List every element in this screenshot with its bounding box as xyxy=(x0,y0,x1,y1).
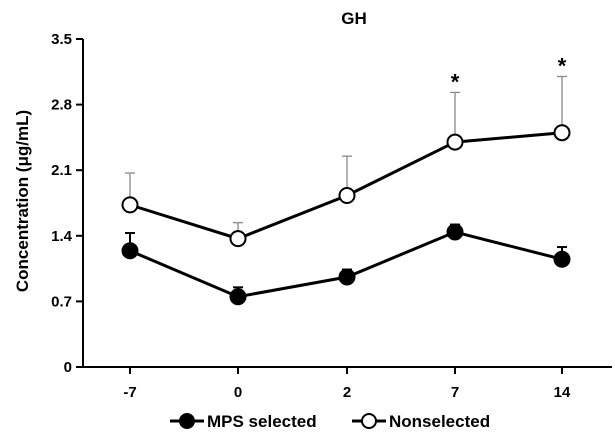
data-point-open xyxy=(446,133,464,151)
legend: MPS selected Nonselected xyxy=(170,412,490,431)
series-line xyxy=(129,230,563,299)
data-point-filled xyxy=(338,268,356,286)
series-layer xyxy=(121,75,571,306)
chart-title: GH xyxy=(341,9,367,28)
legend-label: MPS selected xyxy=(207,412,317,431)
significance-marker: * xyxy=(451,69,460,94)
data-point-filled xyxy=(553,250,571,268)
x-tick-label: 14 xyxy=(554,384,571,401)
y-axis-label: Concentration (μg/mL) xyxy=(13,110,32,292)
series-nonselected xyxy=(121,75,571,248)
data-point-open xyxy=(229,230,247,248)
annotation-layer: ** xyxy=(451,53,567,94)
data-point-open xyxy=(121,196,139,214)
legend-item-mps-selected: MPS selected xyxy=(170,412,317,431)
data-point-filled xyxy=(446,223,464,241)
data-point-filled xyxy=(121,242,139,260)
x-tick-label: -7 xyxy=(123,384,136,401)
y-tick-label: 2.8 xyxy=(51,97,72,114)
y-tick-label: 0.7 xyxy=(51,293,72,310)
x-tick-label: 2 xyxy=(343,384,351,401)
x-tick-label: 7 xyxy=(451,384,459,401)
legend-marker-open xyxy=(361,413,377,429)
data-point-filled xyxy=(229,288,247,306)
legend-marker-filled xyxy=(179,413,195,429)
series-line xyxy=(129,131,563,241)
data-point-open xyxy=(338,187,356,205)
x-tick-group: -7 0 2 7 14 xyxy=(123,367,571,401)
data-point-open xyxy=(553,124,571,142)
y-tick-label: 3.5 xyxy=(51,31,72,48)
x-tick-label: 0 xyxy=(234,384,242,401)
y-tick-label: 0 xyxy=(64,359,72,376)
y-tick-label: 1.4 xyxy=(51,228,73,245)
series-mps-selected xyxy=(121,223,571,306)
y-tick-group: 0 0.7 1.4 2.1 2.8 3.5 xyxy=(51,31,83,376)
legend-item-nonselected: Nonselected xyxy=(352,412,490,431)
significance-marker: * xyxy=(558,53,567,78)
legend-label: Nonselected xyxy=(389,412,490,431)
y-tick-label: 2.1 xyxy=(51,162,72,179)
